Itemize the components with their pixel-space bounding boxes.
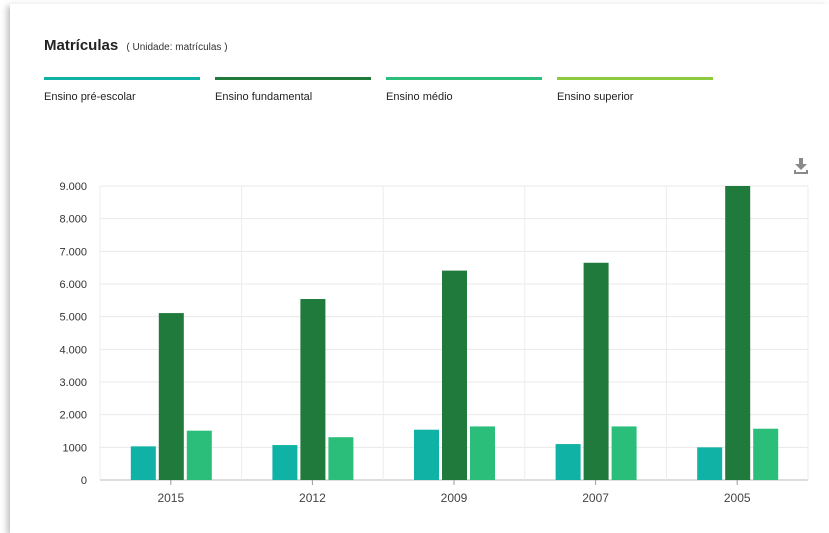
bar[interactable] [470, 426, 495, 480]
bar[interactable] [611, 426, 637, 480]
legend-label: Ensino médio [386, 91, 453, 103]
legend-item-medio[interactable]: Ensino médio [386, 77, 542, 103]
y-tick-label: 7.000 [59, 246, 87, 258]
x-tick-label: 2015 [157, 491, 184, 505]
y-tick-label: 6.000 [59, 279, 87, 291]
x-tick-label: 2005 [724, 491, 751, 505]
y-tick-label: 0 [81, 475, 87, 487]
bar[interactable] [158, 313, 184, 480]
bar[interactable] [583, 262, 609, 480]
bar[interactable] [442, 270, 467, 480]
bar[interactable] [272, 445, 298, 480]
bar[interactable] [130, 446, 156, 480]
y-tick-label: 9.000 [59, 181, 87, 193]
chart-title: Matrículas ( Unidade: matrículas ) [44, 37, 228, 54]
x-tick-label: 2009 [441, 491, 468, 505]
y-tick-label: 8.000 [59, 214, 87, 226]
chart-unit: ( Unidade: matrículas ) [126, 42, 228, 53]
x-tick-label: 2012 [299, 491, 326, 505]
legend-swatch [557, 77, 713, 80]
bar[interactable] [725, 186, 751, 480]
y-tick-label: 2.000 [59, 410, 87, 422]
y-tick-label: 5.000 [59, 312, 87, 324]
legend-label: Ensino pré-escolar [44, 91, 136, 103]
legend-swatch [215, 77, 371, 80]
bar[interactable] [300, 299, 326, 480]
x-axis-ticks: 2015 2012 2009 2007 2005 [157, 480, 751, 505]
bar[interactable] [697, 447, 723, 480]
download-icon[interactable] [793, 157, 809, 175]
y-tick-label: 3.000 [59, 377, 87, 389]
bar[interactable] [555, 444, 581, 480]
x-tick-label: 2007 [582, 491, 609, 505]
legend-item-superior[interactable]: Ensino superior [557, 77, 713, 103]
chart-title-text: Matrículas [44, 37, 119, 54]
y-axis-ticks: 0 1000 2.000 3.000 4.000 5.000 6.000 7.000 8.000… [59, 181, 87, 487]
bar[interactable] [186, 430, 212, 480]
legend-swatch [386, 77, 542, 80]
legend-item-pre-escolar[interactable]: Ensino pré-escolar [44, 77, 200, 103]
bar[interactable] [414, 429, 439, 480]
legend-swatch [44, 77, 200, 80]
bar[interactable] [753, 428, 779, 480]
chart-bars [130, 186, 779, 480]
legend-label: Ensino superior [557, 91, 634, 103]
y-tick-label: 4.000 [59, 344, 87, 356]
bar[interactable] [328, 437, 354, 480]
legend-label: Ensino fundamental [215, 91, 313, 103]
legend-item-fundamental[interactable]: Ensino fundamental [215, 77, 371, 103]
y-tick-label: 1000 [63, 442, 87, 454]
